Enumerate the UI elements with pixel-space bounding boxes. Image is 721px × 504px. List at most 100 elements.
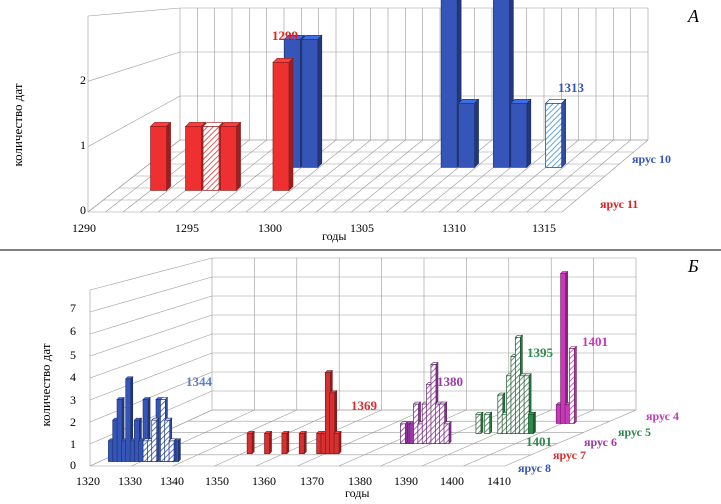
- panel-b-tier-7-label: ярус 7: [553, 448, 586, 462]
- panel-b-bar-3-0: [475, 411, 484, 435]
- panel-a-bar-1-3-side: [236, 121, 241, 192]
- panel-b-y-tick-0: 0: [70, 458, 76, 472]
- panel-a-bar-1-0-side: [166, 121, 171, 192]
- panel-a-x-tick-1300: 1300: [258, 221, 282, 235]
- panel-a-bar-1-4-side: [288, 57, 294, 192]
- panel-b-bar-3-8-front: [523, 375, 530, 434]
- panel-a-bar-0-4-front: [493, 0, 510, 168]
- panel-b-y-tick-6: 6: [70, 324, 76, 338]
- panel-b-grid-floor: [504, 409, 637, 467]
- panel-b-bar-1-2-front: [281, 433, 288, 455]
- panel-b-bar-0-17-front: [151, 419, 158, 462]
- panel-a-annotation-1299: 1299: [272, 28, 299, 43]
- panel-a-bar-1-1: [184, 121, 207, 192]
- panel-a-label: А: [687, 6, 700, 26]
- panel-a-annotation-1313: 1313: [558, 80, 585, 95]
- panel-b-bar-1-1-front: [264, 433, 270, 455]
- panel-b-annotation-1401-magenta: 1401: [582, 334, 608, 349]
- panel-b-annotation-1380: 1380: [437, 374, 463, 389]
- panel-b-tier-6-label: ярус 6: [584, 435, 617, 449]
- panel-b-label: Б: [687, 256, 699, 276]
- panel-b-bar-0-4-front: [125, 378, 132, 462]
- panel-b-bar-0-20-front: [168, 440, 175, 462]
- panel-a-y-tick-1: 1: [80, 138, 86, 152]
- panel-b-bar-0-2-front: [116, 399, 123, 462]
- panel-b-x-tick-1400: 1400: [440, 474, 464, 488]
- panel-b-bar-1-8: [333, 430, 342, 455]
- panel-a-bar-0-6-side: [561, 98, 566, 169]
- panel-b-bar-3-1-front: [484, 413, 491, 434]
- panel-b-bar-3-9-front: [528, 413, 534, 434]
- panel-a-x-tick-1315: 1315: [532, 221, 556, 235]
- panel-b-bar-2-2-front: [400, 423, 406, 444]
- panel-a-bar-1-1-front: [185, 126, 202, 191]
- panel-b-x-tick-1370: 1370: [300, 474, 324, 488]
- panel-b-grid-leftwall: [89, 333, 213, 379]
- panel-b-bar-2-10-front: [443, 423, 450, 444]
- panel-b-grid-leftwall: [89, 390, 213, 445]
- panel-b-y-axis-label: количество дат: [38, 343, 53, 426]
- panel-b-bar-4-3: [568, 345, 578, 425]
- panel-a-bar-1-3: [219, 121, 242, 192]
- panel-b-bar-1-2: [281, 430, 290, 455]
- panel-b-annotation-1395: 1395: [527, 345, 554, 360]
- panel-b-grid-leftwall: [89, 276, 213, 313]
- panel-b-y-tick-1: 1: [70, 437, 76, 451]
- panel-b-annotation-1401-green: 1401: [526, 434, 552, 449]
- panel-a-bar-1-2-front: [202, 126, 220, 191]
- panel-b-x-tick-1330: 1330: [118, 474, 142, 488]
- panel-b-y-tick-5: 5: [70, 348, 76, 362]
- panel-b-bar-3-1: [483, 411, 493, 435]
- panel-b-grid-leftwall: [89, 257, 213, 291]
- panel-b-grid-leftwall: [89, 352, 213, 401]
- panel-b-bar-1-8-front: [333, 433, 340, 455]
- panel-b-bar-0-17: [151, 417, 160, 463]
- panel-a-grid-leftwall: [87, 51, 181, 82]
- panel-a-grid-leftwall: [87, 95, 181, 147]
- panel-b-bars: [107, 270, 578, 463]
- panel-a-bar-0-3: [457, 98, 480, 169]
- panel-b-x-axis-label: годы: [345, 486, 369, 500]
- panel-a-x-tick-1290: 1290: [72, 221, 96, 235]
- panel-b-annotation-1369: 1369: [351, 398, 378, 413]
- panel-a-tier-10-label: ярус 10: [632, 152, 671, 166]
- panel-a-y-tick-2: 2: [80, 73, 86, 87]
- panel-a-grid-leftwall: [87, 7, 181, 17]
- panel-b-grid-floor: [214, 409, 340, 467]
- panel-a-bar-0-3-side: [474, 98, 479, 169]
- panel-b-bar-1-0-front: [246, 433, 253, 455]
- panel-b-tier-4-label: ярус 4: [646, 409, 679, 423]
- panel-a-bar-1-0-front: [150, 126, 167, 191]
- panel-a-bar-0-4: [493, 0, 514, 169]
- panel-a-bar-1-3-front: [220, 126, 237, 191]
- panel-b-bar-3-9: [527, 411, 537, 435]
- panel-a-y-tick-0: 0: [80, 203, 86, 217]
- panel-b-bar-4-1: [559, 270, 569, 425]
- panel-b-bar-1-0: [246, 430, 255, 455]
- panel-b-x-tick-1350: 1350: [205, 474, 229, 488]
- panel-b-bar-3-0-front: [475, 413, 482, 434]
- panel-a-bar-0-1-front: [301, 39, 319, 168]
- panel-b-y-tick-3: 3: [70, 393, 76, 407]
- panel-a-x-axis-label: годы: [322, 229, 346, 243]
- panel-a-bar-0-5-side: [526, 98, 532, 169]
- panel-b-x-tick-1410: 1410: [487, 474, 511, 488]
- panel-b-bar-0-20: [168, 438, 177, 463]
- panel-b-y-tick-7: 7: [70, 301, 76, 315]
- panel-b-x-tick-1340: 1340: [160, 474, 184, 488]
- panel-a-bar-0-6: [544, 98, 567, 169]
- panel-b-bar-1-3-front: [298, 433, 305, 455]
- panel-a-bar-0-6-front: [545, 103, 562, 168]
- panel-b-bar-1-1: [263, 430, 273, 455]
- panel-a-bar-0-5: [510, 98, 532, 169]
- panel-b-x-tick-1380: 1380: [348, 474, 372, 488]
- panel-a-bars: [149, 0, 567, 192]
- panel-b-bar-2-10: [443, 421, 452, 445]
- panel-b: Б количество дат годы 0 1 2 3 4 5 6 7 13…: [38, 256, 699, 500]
- panel-b-y-tick-4: 4: [70, 370, 76, 384]
- panel-a: А количество дат годы 0 1 2 1290 1295 13…: [10, 0, 700, 243]
- panel-a-bar-0-3-front: [458, 103, 475, 168]
- panel-b-bar-2-2: [399, 421, 409, 445]
- panel-b-x-tick-1390: 1390: [394, 474, 418, 488]
